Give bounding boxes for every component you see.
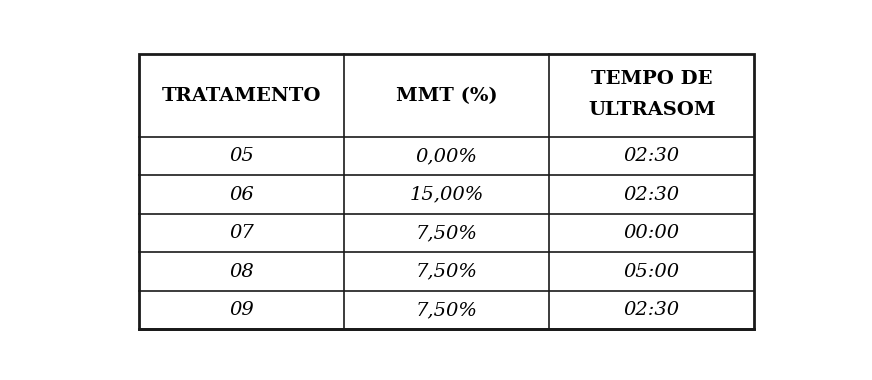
Text: 00:00: 00:00 bbox=[623, 224, 680, 242]
Text: 02:30: 02:30 bbox=[623, 186, 680, 204]
Text: 7,50%: 7,50% bbox=[416, 263, 478, 281]
Text: 7,50%: 7,50% bbox=[416, 224, 478, 242]
Text: MMT (%): MMT (%) bbox=[396, 87, 497, 104]
Text: 07: 07 bbox=[229, 224, 254, 242]
Text: 02:30: 02:30 bbox=[623, 147, 680, 165]
Text: 08: 08 bbox=[229, 263, 254, 281]
Text: 02:30: 02:30 bbox=[623, 301, 680, 319]
Text: ULTRASOM: ULTRASOM bbox=[588, 101, 715, 119]
Text: 7,50%: 7,50% bbox=[416, 301, 478, 319]
Text: 05: 05 bbox=[229, 147, 254, 165]
Text: 06: 06 bbox=[229, 186, 254, 204]
Text: 05:00: 05:00 bbox=[623, 263, 680, 281]
Text: TEMPO DE: TEMPO DE bbox=[591, 70, 712, 88]
Text: TRATAMENTO: TRATAMENTO bbox=[162, 87, 322, 104]
Text: 0,00%: 0,00% bbox=[416, 147, 478, 165]
Text: 09: 09 bbox=[229, 301, 254, 319]
Text: 15,00%: 15,00% bbox=[410, 186, 484, 204]
